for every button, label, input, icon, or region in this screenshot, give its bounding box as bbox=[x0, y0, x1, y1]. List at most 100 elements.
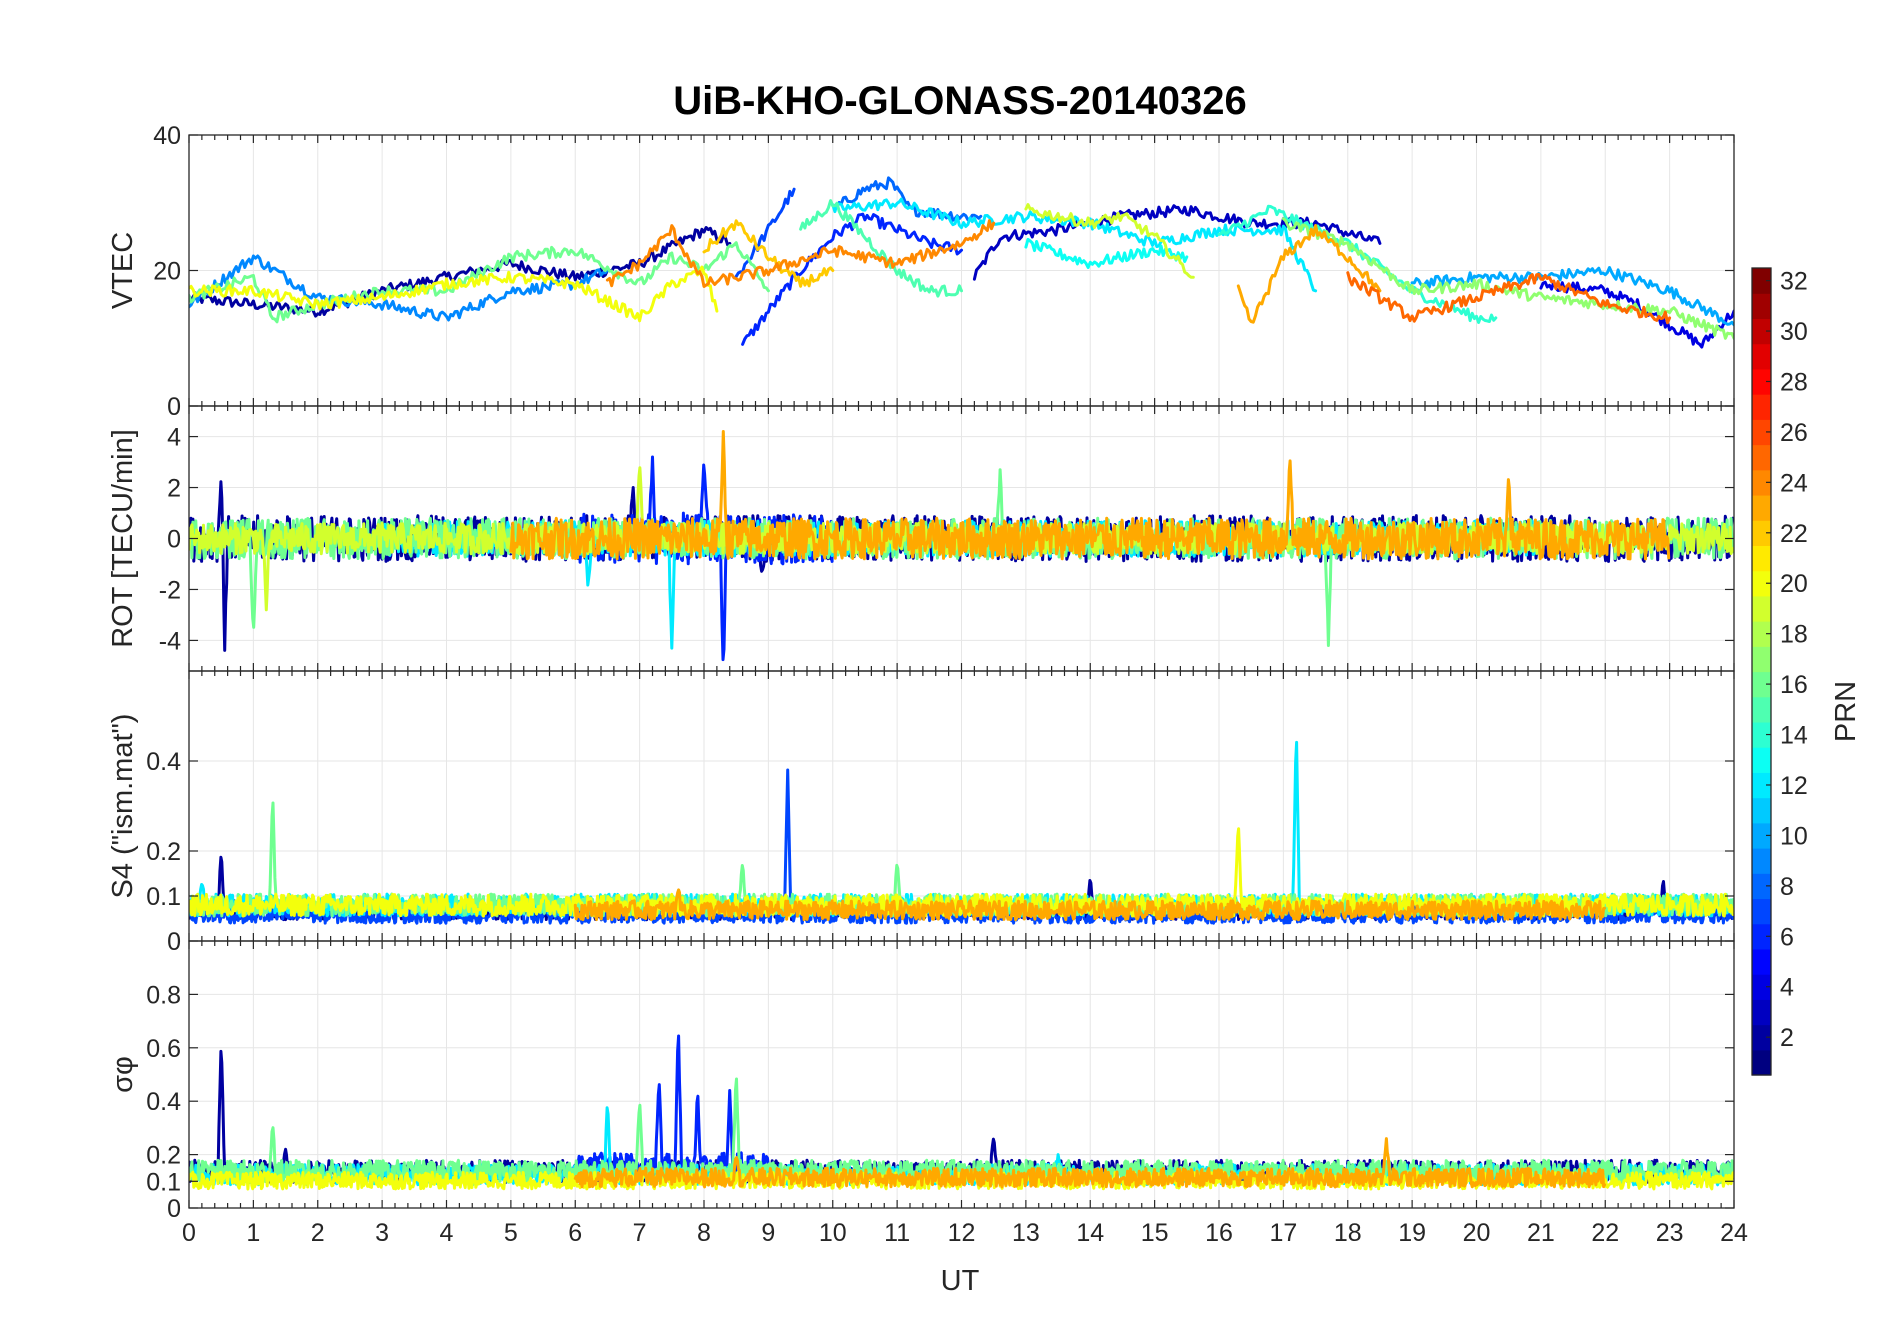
colorbar-bin bbox=[1752, 974, 1771, 1000]
y-tick-label: 40 bbox=[153, 122, 181, 150]
x-tick-label: 13 bbox=[1012, 1219, 1040, 1247]
x-tick-label: 21 bbox=[1527, 1219, 1555, 1247]
y-tick-label: 4 bbox=[167, 424, 181, 452]
colorbar-tick-label: 32 bbox=[1780, 268, 1808, 296]
y-tick-label: 0.6 bbox=[146, 1035, 181, 1063]
series-line-prn-13 bbox=[1024, 237, 1189, 269]
colorbar-bin bbox=[1752, 747, 1771, 773]
colorbar-bin bbox=[1752, 469, 1771, 496]
colorbar-bin bbox=[1752, 494, 1771, 521]
series-line-prn-22 bbox=[702, 219, 835, 288]
x-tick-label: 3 bbox=[375, 1219, 389, 1247]
series-line-prn-23 bbox=[573, 1137, 1607, 1189]
panel-s4: 0 0.1 0.2 0.4S4 ("ism.mat") bbox=[107, 670, 1735, 956]
colorbar-tick-label: 28 bbox=[1780, 368, 1808, 396]
colorbar-bin bbox=[1752, 394, 1771, 420]
series-group-rot bbox=[189, 430, 1734, 662]
y-tick-label: 0 bbox=[167, 928, 181, 956]
colorbar-bin bbox=[1752, 898, 1771, 925]
y-axis-label-vtec: VTEC bbox=[107, 232, 139, 309]
colorbar-bin bbox=[1752, 595, 1771, 622]
y-tick-label: 0 bbox=[167, 393, 181, 421]
series-line-prn-15 bbox=[799, 199, 963, 298]
x-tick-label: 0 bbox=[182, 1219, 196, 1247]
colorbar-bin bbox=[1752, 1024, 1771, 1051]
series-line-prn-9 bbox=[189, 254, 609, 322]
colorbar-bin bbox=[1752, 1049, 1771, 1076]
y-tick-label: 0.8 bbox=[146, 981, 181, 1009]
colorbar-tick-label: 6 bbox=[1780, 923, 1794, 951]
x-tick-label: 23 bbox=[1656, 1219, 1684, 1247]
series-group-sigma bbox=[189, 1034, 1734, 1191]
colorbar-bin bbox=[1752, 923, 1771, 950]
y-tick-label: 2 bbox=[167, 475, 181, 503]
colorbar-bin bbox=[1752, 343, 1771, 370]
colorbar-bin bbox=[1752, 368, 1771, 395]
x-tick-label: 6 bbox=[568, 1219, 582, 1247]
panel-rot: -4 -2 0 2 4 ROT [TECU/min] bbox=[107, 405, 1735, 672]
x-tick-label: 4 bbox=[440, 1219, 454, 1247]
colorbar-tick-label: 12 bbox=[1780, 772, 1808, 800]
colorbar-bin bbox=[1752, 797, 1771, 824]
y-tick-label: 0.2 bbox=[146, 838, 181, 866]
x-axis-label: UT bbox=[941, 1265, 980, 1297]
y-axis-label-rot: ROT [TECU/min] bbox=[107, 429, 139, 648]
x-tick-label: 9 bbox=[761, 1219, 775, 1247]
colorbar-tick-label: 14 bbox=[1780, 722, 1808, 750]
colorbar-tick-label: 20 bbox=[1780, 570, 1808, 598]
colorbar-bin bbox=[1752, 948, 1771, 975]
y-tick-label: 0.1 bbox=[146, 1168, 181, 1196]
series-line-prn-23 bbox=[509, 430, 1671, 561]
x-tick-label: 5 bbox=[504, 1219, 518, 1247]
colorbar-label: PRN bbox=[1830, 681, 1862, 742]
x-tick-label: 1 bbox=[246, 1219, 260, 1247]
y-tick-label: 20 bbox=[153, 258, 181, 286]
colorbar-tick-label: 30 bbox=[1780, 318, 1808, 346]
x-tick-label: 12 bbox=[948, 1219, 976, 1247]
series-line-prn-25 bbox=[1346, 271, 1672, 325]
y-tick-label: 0.4 bbox=[146, 1088, 181, 1116]
colorbar-tick-label: 16 bbox=[1780, 671, 1808, 699]
y-axis-label-s4: S4 ("ism.mat") bbox=[107, 714, 139, 899]
x-tick-label: 15 bbox=[1141, 1219, 1169, 1247]
y-tick-label: 0 bbox=[167, 1195, 181, 1223]
colorbar-bin bbox=[1752, 293, 1771, 320]
chart-title: UiB-KHO-GLONASS-20140326 bbox=[673, 79, 1247, 123]
x-tick-label: 7 bbox=[633, 1219, 647, 1247]
colorbar-tick-label: 4 bbox=[1780, 974, 1794, 1002]
series-line-prn-24 bbox=[605, 219, 996, 288]
x-tick-label: 14 bbox=[1076, 1219, 1104, 1247]
colorbar-bin bbox=[1752, 520, 1771, 547]
x-tick-label: 16 bbox=[1205, 1219, 1233, 1247]
x-tick-label: 18 bbox=[1334, 1219, 1362, 1247]
colorbar-tick-label: 24 bbox=[1780, 469, 1808, 497]
colorbar-bin bbox=[1752, 621, 1771, 647]
x-tick-label: 22 bbox=[1591, 1219, 1619, 1247]
series-group-s4 bbox=[189, 740, 1734, 925]
colorbar-tick-label: 8 bbox=[1780, 873, 1794, 901]
y-tick-label: -2 bbox=[159, 576, 181, 604]
x-tick-label: 19 bbox=[1398, 1219, 1426, 1247]
colorbar-bin bbox=[1752, 318, 1771, 345]
series-line-prn-10 bbox=[1410, 266, 1734, 327]
colorbar-bin bbox=[1752, 848, 1771, 874]
colorbar-bin bbox=[1752, 873, 1771, 900]
series-line-prn-16 bbox=[189, 241, 770, 324]
colorbar-bin bbox=[1752, 444, 1771, 471]
panel-vtec: 0 20 40 VTEC bbox=[107, 122, 1735, 421]
x-tick-label: 11 bbox=[884, 1219, 910, 1247]
colorbar-bin bbox=[1752, 772, 1771, 799]
colorbar-bin bbox=[1752, 721, 1771, 748]
panel-sigma: 00.10.2 0.4 0.6 0.8 σφ bbox=[107, 940, 1735, 1223]
x-tick-label: 17 bbox=[1269, 1219, 1297, 1247]
colorbar-tick-label: 2 bbox=[1780, 1024, 1794, 1052]
colorbar-tick-label: 18 bbox=[1780, 621, 1808, 649]
colorbar-bin bbox=[1752, 646, 1771, 673]
x-tick-label: 2 bbox=[311, 1219, 325, 1247]
series-line-prn-4 bbox=[1539, 280, 1734, 349]
x-tick-label: 10 bbox=[819, 1219, 847, 1247]
series-line-prn-20 bbox=[189, 265, 719, 323]
series-line-prn-8 bbox=[831, 176, 983, 222]
